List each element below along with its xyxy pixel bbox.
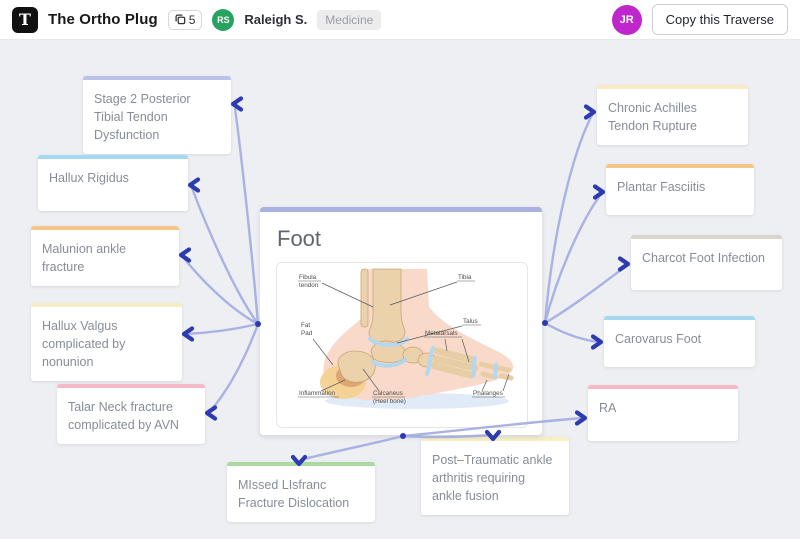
label-talus: Talus	[463, 318, 478, 325]
author-avatar-initials: RS	[217, 14, 230, 25]
app-logo-letter: T	[19, 10, 31, 29]
node-label: Hallux Rigidus	[49, 171, 129, 185]
edge-to-plantar-fasciitis	[543, 193, 602, 324]
arrowhead-hallux-valgus-complicated-by-nonunion	[181, 326, 195, 342]
arrowhead-charcot-foot-infection	[617, 256, 631, 272]
traverse-title: The Ortho Plug	[48, 11, 158, 28]
edge-to-hallux-rigidus	[190, 187, 259, 325]
canvas[interactable]: Foot	[0, 40, 800, 539]
node-charcot-foot-infection[interactable]: Charcot Foot Infection	[631, 235, 782, 290]
node-hallux-rigidus[interactable]: Hallux Rigidus	[38, 155, 188, 211]
node-label: Stage 2 Posterior Tibial Tendon Dysfunct…	[94, 92, 191, 143]
label-fibula-sub: tendon	[299, 282, 319, 289]
label-calcaneus: Calcaneus	[373, 390, 403, 397]
app-logo[interactable]: T	[12, 6, 38, 33]
node-label: Plantar Fasciitis	[617, 180, 706, 194]
tibia-bone	[368, 268, 406, 344]
leader-fat-pad	[312, 338, 334, 366]
node-label: MIssed LIsfranc Fracture Dislocation	[238, 478, 350, 511]
phalange-bones	[478, 361, 514, 381]
label-inflammation: Inflammation	[299, 390, 336, 397]
label-fibula: Fibula	[299, 274, 317, 281]
node-label: Charcot Foot Infection	[642, 251, 765, 265]
leader-inflammation	[320, 379, 346, 392]
edge-to-malunion-ankle-fracture	[182, 256, 259, 326]
anatomy-labels: Fibula tendon Tibia Talus Metatarsals Fa…	[298, 274, 510, 405]
edge-to-hallux-valgus-complicated-by-nonunion	[185, 322, 259, 336]
label-fat-sub: Pad	[301, 330, 313, 337]
node-label: Carovarus Foot	[615, 332, 702, 346]
node-ra[interactable]: RA	[588, 385, 738, 441]
label-calcaneus-sub: (Heel bone)	[373, 398, 406, 405]
category-tag[interactable]: Medicine	[317, 9, 382, 30]
node-label: Chronic Achilles Tendon Rupture	[608, 101, 697, 134]
leader-phalanges-1	[481, 379, 488, 392]
edge-to-talar-neck-fracture-complicated-by-avn	[209, 323, 260, 412]
leader-metatarsals-2	[461, 338, 470, 363]
copy-count-badge: 5	[167, 9, 203, 30]
node-hallux-valgus-complicated-by-nonunion[interactable]: Hallux Valgus complicated by nonunion	[31, 303, 182, 382]
arrowhead-talar-neck-fracture-complicated-by-avn	[204, 405, 218, 421]
label-fat: Fat	[301, 322, 310, 329]
leader-phalanges-2	[502, 373, 510, 392]
metatarsal-bones	[431, 347, 479, 379]
arrowhead-carovarus-foot	[590, 334, 604, 350]
bones-group	[337, 268, 437, 383]
edge-to-missed-lisfranc-fracture-dislocation	[299, 434, 404, 462]
user-avatar-initials: JR	[619, 13, 634, 26]
foot-anatomy-figure: Fibula tendon Tibia Talus Metatarsals Fa…	[276, 262, 528, 428]
author-name[interactable]: Raleigh S.	[244, 12, 308, 27]
copy-traverse-button[interactable]: Copy this Traverse	[651, 4, 788, 35]
user-avatar[interactable]: JR	[611, 4, 642, 35]
node-label: Talar Neck fracture complicated by AVN	[68, 400, 179, 433]
label-metatarsals: Metatarsals	[425, 330, 458, 337]
node-label: Hallux Valgus complicated by nonunion	[42, 319, 126, 370]
node-carovarus-foot[interactable]: Carovarus Foot	[604, 316, 755, 367]
arrowhead-plantar-fasciitis	[592, 184, 606, 200]
node-chronic-achilles-tendon-rupture[interactable]: Chronic Achilles Tendon Rupture	[597, 85, 748, 146]
foot-node-title: Foot	[277, 226, 322, 251]
node-talar-neck-fracture-complicated-by-avn[interactable]: Talar Neck fracture complicated by AVN	[57, 384, 205, 445]
label-phalanges: Phalanges	[473, 390, 503, 397]
arrowhead-malunion-ankle-fracture	[178, 247, 192, 263]
arrowhead-stage-2-posterior-tibial-tendon-dysfunction	[230, 96, 244, 112]
edge-to-chronic-achilles-tendon-rupture	[543, 114, 594, 324]
label-tibia: Tibia	[458, 274, 472, 281]
leader-talus	[396, 325, 463, 344]
arrowhead-chronic-achilles-tendon-rupture	[583, 104, 597, 120]
copy-count-icon	[175, 14, 186, 25]
calcaneus-bone	[337, 350, 376, 383]
leader-tibia	[389, 281, 458, 306]
node-foot[interactable]: Foot	[260, 207, 542, 435]
node-label: RA	[599, 401, 617, 415]
node-label: Post–Traumatic ankle arthritis requiring…	[432, 453, 553, 504]
node-post-traumatic-ankle-arthritis-requiring-ankle-fusion[interactable]: Post–Traumatic ankle arthritis requiring…	[421, 437, 569, 516]
leader-calcaneus	[362, 368, 380, 392]
node-label: Malunion ankle fracture	[42, 242, 127, 275]
foot-anatomy-illustration: Fibula tendon Tibia Talus Metatarsals Fa…	[298, 268, 514, 409]
leader-fibula	[321, 282, 374, 308]
edge-to-carovarus-foot	[544, 321, 600, 344]
edge-hub-dot	[542, 320, 548, 326]
fibula-bone	[360, 268, 369, 328]
node-malunion-ankle-fracture[interactable]: Malunion ankle fracture	[31, 226, 179, 287]
copy-count-value: 5	[188, 12, 196, 27]
node-missed-lisfranc-fracture-dislocation[interactable]: MIssed LIsfranc Fracture Dislocation	[227, 462, 375, 523]
top-bar: T The Ortho Plug 5 RS Raleigh S. Medicin…	[0, 0, 800, 40]
node-plantar-fasciitis[interactable]: Plantar Fasciitis	[606, 164, 754, 215]
author-avatar[interactable]: RS	[212, 8, 235, 31]
leader-metatarsals-1	[444, 338, 448, 352]
arrowhead-hallux-rigidus	[187, 177, 201, 193]
arrowhead-ra	[574, 410, 588, 426]
edge-to-charcot-foot-infection	[544, 265, 627, 325]
node-stage-2-posterior-tibial-tendon-dysfunction[interactable]: Stage 2 Posterior Tibial Tendon Dysfunct…	[83, 76, 231, 155]
edge-to-stage-2-posterior-tibial-tendon-dysfunction	[233, 107, 260, 325]
